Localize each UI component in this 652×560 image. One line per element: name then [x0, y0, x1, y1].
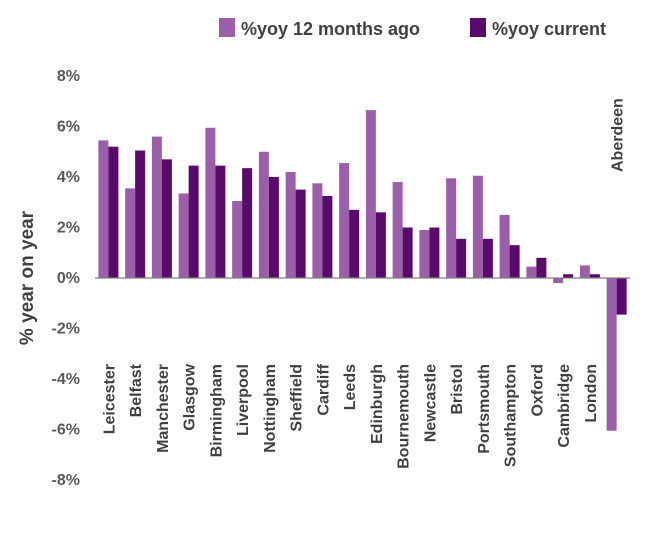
category-label: Birmingham: [208, 364, 225, 457]
bar-yoy-12-months-ago: [98, 140, 109, 278]
category-label: Leeds: [342, 364, 359, 410]
category-label: Cardiff: [315, 363, 332, 415]
category-label: Leicester: [101, 364, 118, 434]
category-label: London: [583, 364, 600, 423]
bar-yoy-12-months-ago: [419, 230, 430, 278]
bar-yoy-current: [402, 227, 413, 278]
category-label: Cambridge: [556, 364, 573, 448]
bar-yoy-current: [536, 257, 547, 278]
y-tick-label: 8%: [57, 68, 80, 85]
bar-yoy-12-months-ago: [151, 136, 162, 278]
category-label: Sheffield: [289, 364, 306, 432]
y-axis-ticks: -8% -6% -4% -2% 0% 2% 4% 6% 8%: [52, 68, 80, 489]
bar-yoy-current: [135, 150, 146, 278]
category-label: Nottingham: [262, 364, 279, 453]
bar-yoy-current: [563, 274, 574, 278]
category-label: Newcastle: [422, 364, 439, 442]
legend-swatch: [470, 18, 486, 37]
bar-yoy-12-months-ago: [258, 151, 269, 278]
bar-yoy-12-months-ago: [446, 178, 457, 278]
bar-yoy-12-months-ago: [365, 110, 376, 278]
bar-yoy-current: [589, 274, 600, 278]
bar-yoy-current: [349, 209, 360, 278]
bar-yoy-12-months-ago: [499, 214, 510, 279]
y-axis-title: % year on year: [17, 210, 38, 345]
bar-yoy-12-months-ago: [472, 175, 483, 278]
bar-yoy-12-months-ago: [339, 163, 350, 278]
bars: [98, 110, 627, 431]
bar-yoy-12-months-ago: [285, 171, 296, 278]
category-label: Liverpool: [235, 364, 252, 436]
y-tick-label: 6%: [57, 119, 80, 136]
category-label: Portsmouth: [476, 364, 493, 454]
category-label: Edinburgh: [369, 364, 386, 444]
bar-yoy-12-months-ago: [205, 127, 216, 278]
legend: %yoy 12 months ago %yoy current: [219, 18, 606, 39]
y-tick-label: -2%: [52, 321, 80, 338]
y-tick-label: -6%: [52, 422, 80, 439]
category-label: Southampton: [503, 364, 520, 467]
y-tick-label: 2%: [57, 220, 80, 237]
bar-yoy-current: [188, 165, 199, 278]
legend-swatch: [219, 18, 235, 37]
bar-yoy-12-months-ago: [392, 182, 403, 278]
bar-yoy-current: [509, 245, 520, 278]
category-label: Bournemouth: [396, 364, 413, 469]
bar-yoy-current: [242, 168, 253, 278]
bar-yoy-current: [108, 146, 119, 278]
bar-yoy-12-months-ago: [178, 193, 189, 278]
y-tick-label: -4%: [52, 371, 80, 388]
category-label: Belfast: [128, 363, 145, 417]
bar-yoy-current: [322, 195, 333, 278]
category-label: Bristol: [449, 364, 466, 415]
y-tick-label: -8%: [52, 472, 80, 489]
y-tick-label: 4%: [57, 169, 80, 186]
bar-yoy-current: [268, 177, 279, 278]
y-tick-label: 0%: [57, 270, 80, 287]
legend-label: %yoy current: [492, 19, 606, 39]
category-labels: Leicester Belfast Manchester Glasgow Birming…: [101, 98, 626, 469]
category-label: Glasgow: [182, 363, 199, 430]
bar-yoy-current: [616, 278, 627, 315]
bar-yoy-current: [429, 227, 440, 278]
bar-yoy-current: [456, 238, 467, 278]
bar-yoy-12-months-ago: [526, 266, 537, 278]
bar-yoy-12-months-ago: [312, 183, 323, 278]
bar-yoy-current: [161, 159, 172, 278]
category-label: Oxford: [529, 364, 546, 416]
bar-yoy-12-months-ago: [579, 265, 590, 279]
bar-yoy-12-months-ago: [125, 188, 136, 278]
bar-yoy-current: [375, 212, 386, 278]
bar-yoy-12-months-ago: [232, 200, 243, 278]
category-label: Manchester: [155, 364, 172, 453]
bar-yoy-12-months-ago: [553, 278, 564, 284]
bar-yoy-12-months-ago: [606, 278, 617, 431]
category-label: Aberdeen: [610, 98, 627, 172]
bar-yoy-current: [215, 165, 226, 278]
legend-label: %yoy 12 months ago: [241, 19, 420, 39]
bar-yoy-current: [482, 238, 493, 278]
bar-yoy-current: [295, 189, 306, 279]
